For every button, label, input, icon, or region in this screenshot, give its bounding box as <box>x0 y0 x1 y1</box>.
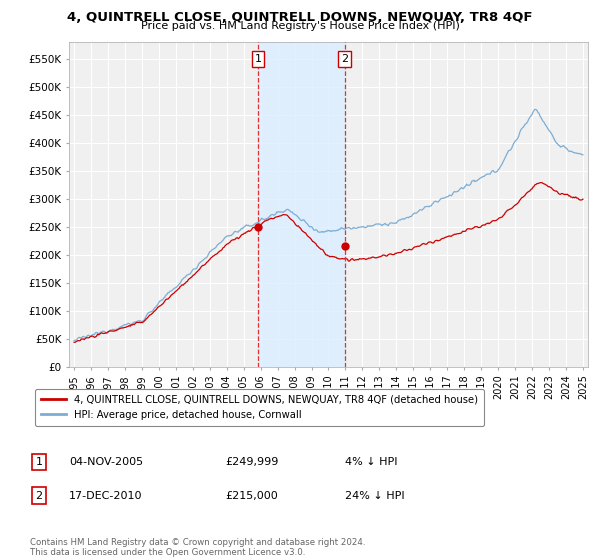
Text: 1: 1 <box>254 54 262 64</box>
Text: £249,999: £249,999 <box>225 457 278 467</box>
Text: 17-DEC-2010: 17-DEC-2010 <box>69 491 143 501</box>
Text: 04-NOV-2005: 04-NOV-2005 <box>69 457 143 467</box>
Bar <box>258 42 345 367</box>
Text: Contains HM Land Registry data © Crown copyright and database right 2024.
This d: Contains HM Land Registry data © Crown c… <box>30 538 365 557</box>
Text: 1: 1 <box>35 457 43 467</box>
Text: 4% ↓ HPI: 4% ↓ HPI <box>345 457 398 467</box>
Text: Price paid vs. HM Land Registry's House Price Index (HPI): Price paid vs. HM Land Registry's House … <box>140 21 460 31</box>
Text: 2: 2 <box>341 54 349 64</box>
Text: £215,000: £215,000 <box>225 491 278 501</box>
Text: 4, QUINTRELL CLOSE, QUINTRELL DOWNS, NEWQUAY, TR8 4QF: 4, QUINTRELL CLOSE, QUINTRELL DOWNS, NEW… <box>67 11 533 24</box>
Text: 2: 2 <box>35 491 43 501</box>
Text: 24% ↓ HPI: 24% ↓ HPI <box>345 491 404 501</box>
Legend: 4, QUINTRELL CLOSE, QUINTRELL DOWNS, NEWQUAY, TR8 4QF (detached house), HPI: Ave: 4, QUINTRELL CLOSE, QUINTRELL DOWNS, NEW… <box>35 389 484 426</box>
